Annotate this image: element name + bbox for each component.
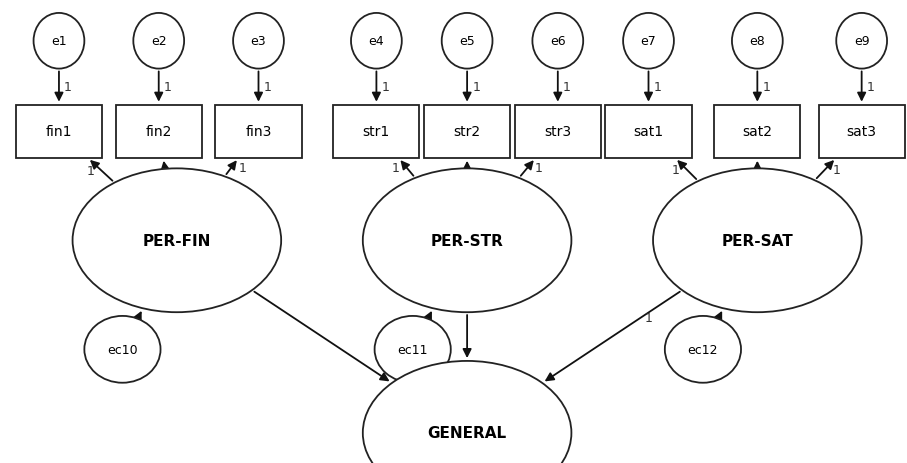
Ellipse shape [375, 316, 451, 383]
Text: GENERAL: GENERAL [427, 425, 507, 440]
Text: 1: 1 [264, 81, 271, 94]
FancyBboxPatch shape [515, 106, 600, 158]
FancyBboxPatch shape [606, 106, 691, 158]
FancyBboxPatch shape [216, 106, 302, 158]
Ellipse shape [34, 14, 84, 69]
Ellipse shape [363, 169, 571, 313]
Ellipse shape [84, 316, 161, 383]
Text: 1: 1 [763, 81, 770, 94]
FancyBboxPatch shape [818, 106, 904, 158]
Text: 1: 1 [164, 81, 171, 94]
Text: sat2: sat2 [742, 125, 773, 139]
Text: sat3: sat3 [846, 125, 877, 139]
Text: e7: e7 [640, 35, 657, 48]
Text: str3: str3 [544, 125, 571, 139]
Ellipse shape [73, 169, 281, 313]
Ellipse shape [133, 14, 184, 69]
FancyBboxPatch shape [334, 106, 419, 158]
Text: e2: e2 [151, 35, 167, 48]
Text: ec12: ec12 [688, 343, 718, 356]
Text: 1: 1 [473, 81, 480, 94]
Text: 1: 1 [867, 81, 874, 94]
Text: sat1: sat1 [633, 125, 664, 139]
Text: str2: str2 [454, 125, 481, 139]
Text: 1: 1 [392, 162, 400, 175]
Ellipse shape [836, 14, 887, 69]
FancyBboxPatch shape [16, 106, 102, 158]
Text: e8: e8 [749, 35, 766, 48]
Text: e6: e6 [550, 35, 566, 48]
Text: fin1: fin1 [45, 125, 73, 139]
Ellipse shape [363, 361, 571, 463]
Text: e3: e3 [250, 35, 267, 48]
Text: ec11: ec11 [397, 343, 428, 356]
Ellipse shape [532, 14, 583, 69]
Text: PER-STR: PER-STR [431, 233, 503, 248]
FancyBboxPatch shape [424, 106, 510, 158]
Text: e9: e9 [853, 35, 870, 48]
Text: 1: 1 [86, 164, 94, 177]
Text: fin3: fin3 [245, 125, 272, 139]
Ellipse shape [653, 169, 862, 313]
Text: PER-FIN: PER-FIN [142, 233, 211, 248]
Text: 1: 1 [645, 312, 652, 325]
Ellipse shape [233, 14, 284, 69]
Ellipse shape [351, 14, 402, 69]
Text: 1: 1 [563, 81, 571, 94]
Text: fin2: fin2 [145, 125, 172, 139]
Ellipse shape [732, 14, 783, 69]
Text: 1: 1 [64, 81, 72, 94]
Text: e5: e5 [459, 35, 475, 48]
Text: 1: 1 [672, 163, 679, 176]
Ellipse shape [665, 316, 741, 383]
Text: 1: 1 [382, 81, 389, 94]
Text: e4: e4 [368, 35, 385, 48]
Ellipse shape [442, 14, 493, 69]
Text: str1: str1 [363, 125, 390, 139]
Text: 1: 1 [833, 163, 840, 176]
Text: e1: e1 [51, 35, 67, 48]
FancyBboxPatch shape [116, 106, 201, 158]
Text: 1: 1 [534, 162, 542, 175]
Text: 1: 1 [654, 81, 661, 94]
Text: PER-SAT: PER-SAT [721, 233, 794, 248]
FancyBboxPatch shape [715, 106, 801, 158]
Text: 1: 1 [239, 161, 247, 174]
Ellipse shape [623, 14, 674, 69]
Text: ec10: ec10 [107, 343, 138, 356]
